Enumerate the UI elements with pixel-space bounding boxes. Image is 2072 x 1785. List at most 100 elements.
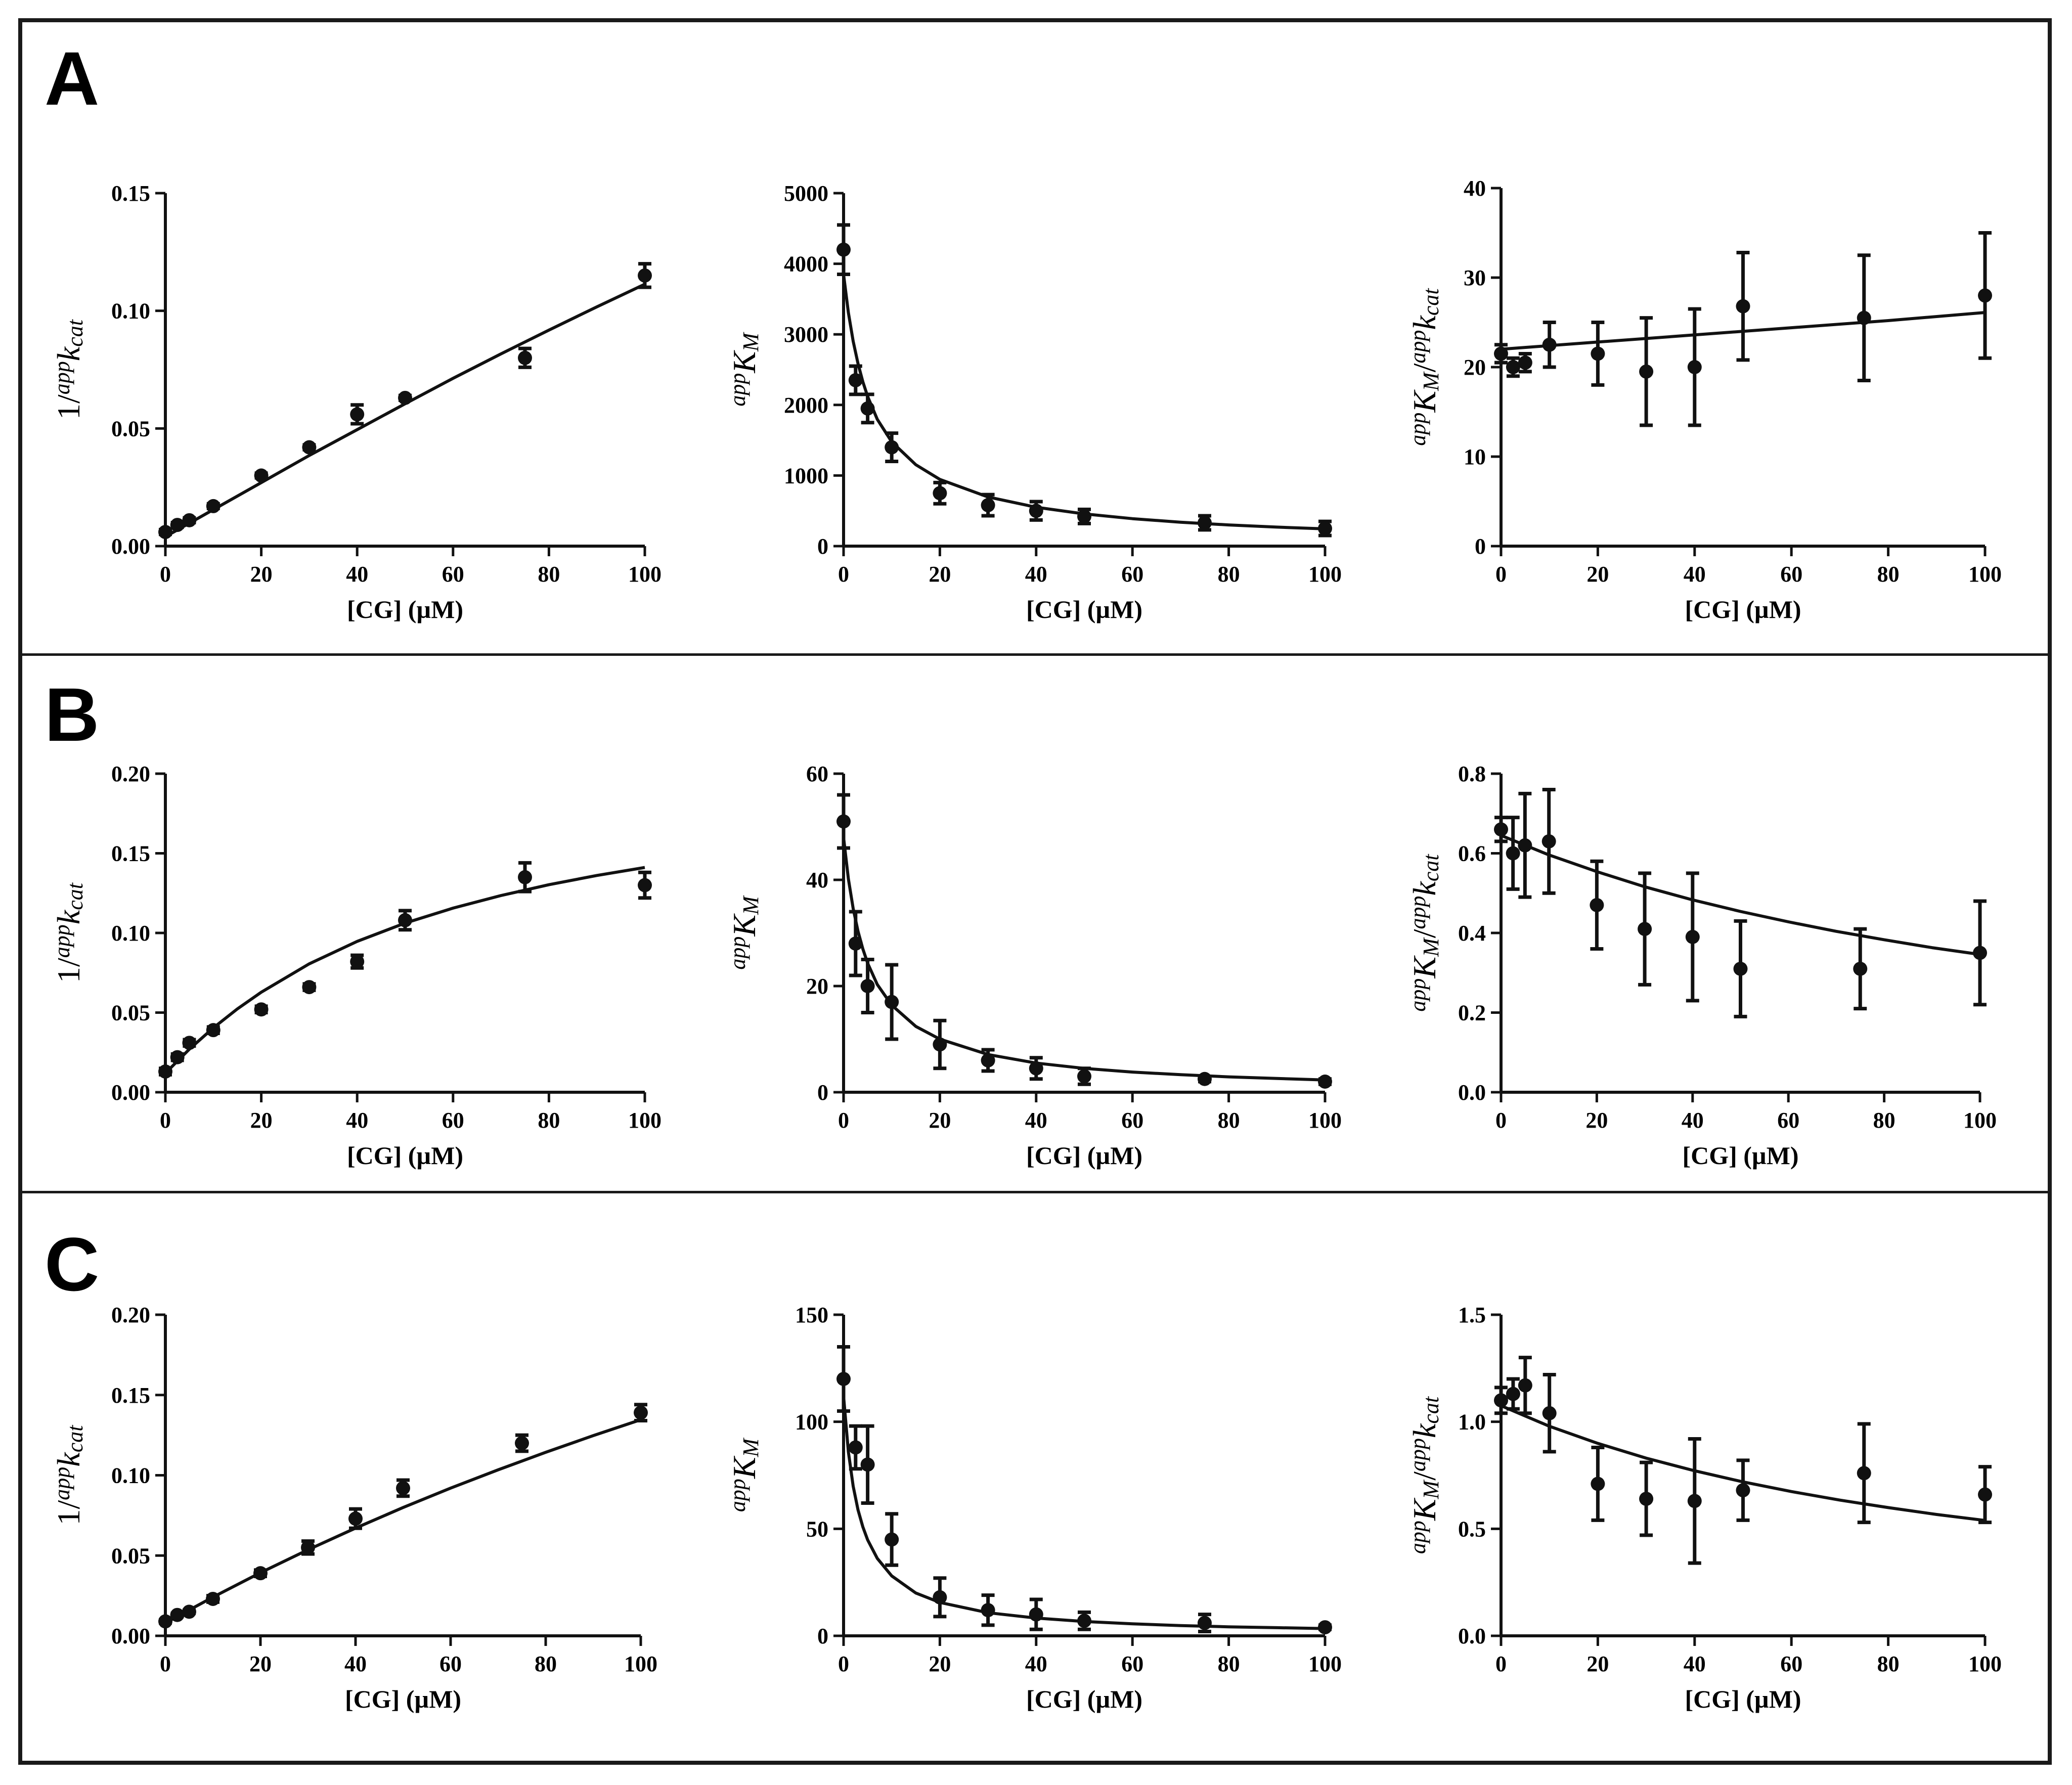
- data-point: [182, 1604, 196, 1619]
- x-tick-label: 60: [1780, 562, 1802, 587]
- figure-frame: [18, 18, 2052, 1765]
- y-axis-label-part: cat: [1419, 1396, 1443, 1424]
- data-point: [1518, 838, 1532, 853]
- data-point: [981, 498, 995, 513]
- data-point: [1494, 346, 1508, 361]
- fit-curve: [842, 1396, 1326, 1630]
- data-point: [1639, 1492, 1654, 1506]
- y-axis-label: appKM: [725, 1437, 763, 1512]
- data-point: [836, 814, 851, 829]
- x-tick-label: 100: [1308, 562, 1342, 587]
- y-tick-label: 60: [806, 762, 828, 786]
- data-point: [1506, 846, 1520, 861]
- y-axis-label-part: K: [1406, 1497, 1442, 1521]
- y-axis-label-part: app: [1405, 413, 1430, 446]
- y-axis-label: 1/appkcat: [50, 882, 87, 983]
- y-tick-label: 0.00: [111, 534, 150, 559]
- x-tick-label: 40: [1025, 1652, 1047, 1676]
- data-point: [860, 1457, 875, 1472]
- data-point: [1857, 310, 1871, 325]
- data-point: [302, 980, 317, 995]
- data-point: [1077, 1614, 1091, 1628]
- y-axis-label-part: cat: [63, 1424, 87, 1453]
- chart-c-1: 0 20 40 60 80 100 0.00 0.05 0.10 0.15 0.20 [CG] (µM…: [50, 1303, 657, 1713]
- fit-curve: [842, 274, 1326, 530]
- x-tick-label: 0: [1495, 1652, 1507, 1676]
- x-tick-label: 40: [344, 1652, 367, 1676]
- x-tick-label: 20: [929, 1108, 951, 1133]
- x-tick-label: 80: [1873, 1108, 1895, 1133]
- data-point: [1029, 504, 1043, 518]
- data-point: [933, 486, 947, 501]
- data-point: [933, 1590, 947, 1604]
- fit-curve: [164, 1418, 641, 1625]
- y-axis-label-part: cat: [1419, 288, 1443, 316]
- x-tick-label: 80: [535, 1652, 557, 1676]
- data-point: [515, 1436, 529, 1450]
- data-point: [398, 913, 412, 927]
- data-point: [350, 954, 365, 969]
- data-point: [885, 995, 899, 1009]
- y-tick-label: 0.10: [111, 921, 150, 946]
- data-point: [836, 1372, 851, 1386]
- x-tick-label: 60: [1777, 1108, 1799, 1133]
- y-axis-label-part: /: [1406, 1471, 1442, 1481]
- data-point: [1736, 1483, 1750, 1498]
- data-point: [1542, 337, 1557, 352]
- data-point: [1639, 364, 1654, 379]
- x-tick-label: 60: [1121, 562, 1143, 587]
- data-point: [518, 350, 532, 365]
- x-tick-label: 0: [160, 1652, 171, 1676]
- data-point: [634, 1405, 648, 1420]
- data-point: [1029, 1061, 1043, 1076]
- y-tick-label: 0.5: [1458, 1516, 1486, 1541]
- y-tick-label: 0.20: [111, 762, 150, 786]
- data-point: [885, 440, 899, 455]
- data-point: [885, 1532, 899, 1547]
- y-axis-label: appKM/appkcat: [1405, 854, 1443, 1012]
- y-axis-label: appKM: [725, 332, 763, 407]
- data-point: [170, 518, 185, 532]
- y-tick-label: 5000: [784, 181, 828, 206]
- data-point: [350, 407, 365, 422]
- y-axis-label-part: app: [725, 1479, 750, 1512]
- data-point: [638, 878, 652, 892]
- data-point: [848, 373, 863, 387]
- y-axis-label-part: app: [1405, 1438, 1430, 1471]
- y-tick-label: 0.15: [111, 181, 150, 206]
- x-tick-label: 100: [1308, 1108, 1342, 1133]
- y-tick-label: 3000: [784, 322, 828, 347]
- x-tick-label: 60: [1780, 1652, 1802, 1676]
- y-tick-label: 0.05: [111, 416, 150, 441]
- panel-letter-a: A: [45, 36, 100, 121]
- data-point: [1029, 1607, 1043, 1622]
- y-axis-label-part: k: [51, 1452, 86, 1467]
- y-axis-label-part: K: [1406, 955, 1442, 979]
- x-tick-label: 20: [1586, 1652, 1609, 1676]
- panel-letter-b: B: [45, 672, 100, 757]
- data-point: [1541, 834, 1556, 849]
- y-tick-label: 10: [1464, 444, 1486, 469]
- data-point: [1978, 288, 1992, 303]
- data-point: [253, 1566, 268, 1581]
- y-tick-label: 0.15: [111, 1383, 150, 1408]
- x-tick-label: 80: [1877, 1652, 1900, 1676]
- data-point: [1318, 1075, 1332, 1089]
- y-tick-label: 30: [1464, 265, 1486, 290]
- fit-curve: [842, 837, 1326, 1082]
- y-axis-label-part: M: [1419, 937, 1443, 957]
- x-tick-label: 40: [1684, 562, 1706, 587]
- y-axis-label: appKM/appkcat: [1405, 1396, 1443, 1554]
- y-tick-label: 20: [806, 974, 828, 999]
- data-point: [981, 1053, 995, 1067]
- x-tick-label: 80: [538, 562, 560, 587]
- y-tick-label: 0: [817, 1080, 828, 1105]
- y-axis-label-part: M: [738, 895, 763, 915]
- y-axis-label-part: app: [50, 361, 74, 394]
- x-tick-label: 40: [346, 1108, 368, 1133]
- y-axis-label-part: 1/: [51, 394, 86, 420]
- data-point: [1506, 1387, 1520, 1401]
- x-tick-label: 40: [1682, 1108, 1704, 1133]
- chart-c-3: 0 20 40 60 80 1000.00.51.01.5[CG] (µM)appKM/a…: [1405, 1303, 2002, 1713]
- x-axis-label: [CG] (µM): [1026, 1141, 1142, 1170]
